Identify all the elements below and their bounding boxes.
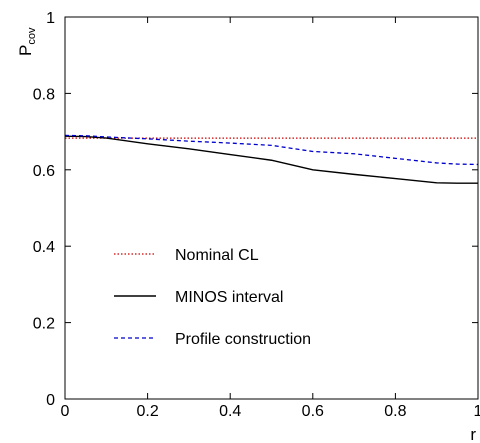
- y-axis-label-main: P: [16, 45, 35, 56]
- x-axis-label: r: [470, 425, 476, 443]
- x-tick-label: 0.2: [136, 403, 158, 420]
- series-line-2: [64, 134, 479, 166]
- y-tick-label: 0.8: [33, 86, 55, 103]
- plot-frame: [64, 16, 479, 400]
- series-group: [64, 134, 479, 184]
- axis-labels: Pcov r: [16, 27, 476, 443]
- y-tick-label: 0.6: [33, 163, 55, 180]
- legend-label-1: MINOS interval: [175, 289, 283, 306]
- y-axis-label-subscript: cov: [26, 27, 38, 45]
- y-tick-label: 0: [46, 392, 55, 409]
- x-tick-label: 0.4: [219, 403, 241, 420]
- legend: Nominal CL MINOS interval Profile construc…: [114, 247, 311, 348]
- y-tick-label: 0.4: [33, 239, 55, 256]
- series-line-1: [64, 135, 478, 184]
- y-tick-label: 0.2: [33, 316, 55, 333]
- legend-label-0: Nominal CL: [175, 247, 259, 264]
- y-axis-label: Pcov: [16, 27, 38, 56]
- x-tick-label: 0.8: [384, 403, 406, 420]
- y-tick-label: 1: [46, 10, 55, 27]
- x-tick-label: 1: [474, 403, 480, 420]
- x-tick-label: 0.6: [302, 403, 324, 420]
- x-tick-label: 0: [61, 403, 70, 420]
- ticks-group: 0 0.2 0.4 0.6 0.8 1 0 0.2 0.4 0.6 0.8 1: [33, 10, 480, 420]
- legend-label-2: Profile construction: [175, 331, 311, 348]
